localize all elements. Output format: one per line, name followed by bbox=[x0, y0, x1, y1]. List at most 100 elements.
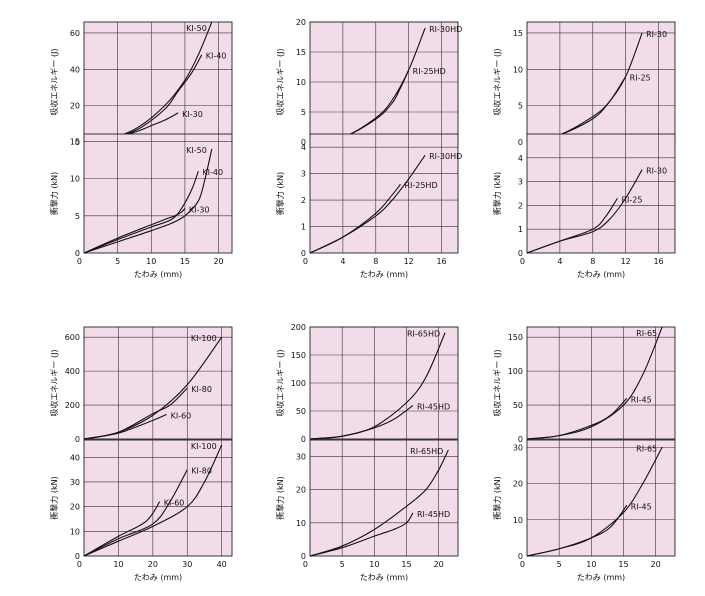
series-label: KI-50 bbox=[186, 146, 207, 155]
series-KI-60 bbox=[83, 501, 161, 557]
y-axis-label-energy: 吸収エネルギー (J) bbox=[492, 349, 502, 416]
y-tick-label: 2 bbox=[301, 196, 306, 205]
plot-frame bbox=[309, 439, 459, 557]
x-tick-label: 0 bbox=[303, 257, 308, 266]
y-tick-label: 15 bbox=[70, 137, 80, 146]
energy-panel: 0 20 40 60 KI-50 KI-40 KI-30 吸収エネルギー (J) bbox=[49, 21, 233, 147]
x-axis: 10 20 30 40 0 たわみ (mm) bbox=[77, 560, 227, 582]
series-label: RI-65HD bbox=[410, 447, 443, 456]
plot-background bbox=[84, 440, 232, 556]
series-label: RI-25 bbox=[630, 74, 651, 83]
series-KI-50 bbox=[83, 148, 213, 254]
series-KI-80 bbox=[83, 469, 188, 557]
series-RI-45HD bbox=[309, 512, 414, 557]
y-tick-label: 3 bbox=[301, 170, 306, 179]
y-tick-label: 30 bbox=[70, 478, 80, 487]
y-axis-label-energy: 吸収エネルギー (J) bbox=[49, 48, 59, 115]
plot-background bbox=[84, 22, 232, 142]
series-label: RI-25HD bbox=[404, 181, 437, 190]
x-axis-label: たわみ (mm) bbox=[577, 270, 625, 279]
y-tick-label: 0 bbox=[518, 435, 523, 444]
y-tick-label: 30 bbox=[513, 443, 523, 452]
series-label: RI-45 bbox=[631, 395, 652, 404]
y-tick-label: 0 bbox=[301, 435, 306, 444]
plot-background bbox=[310, 134, 458, 253]
y-tick-label: 10 bbox=[296, 519, 306, 528]
series-RI-45 bbox=[526, 397, 628, 440]
plot-frame bbox=[526, 326, 676, 440]
y-tick-label: 0 bbox=[518, 552, 523, 561]
y-tick-label: 0 bbox=[518, 249, 523, 258]
series-label: KI-60 bbox=[171, 411, 192, 420]
series-label: RI-45HD bbox=[417, 510, 450, 519]
y-tick-label: 1 bbox=[518, 225, 523, 234]
force-panel: 0 10 20 30 40 KI-100 KI-80 KI-60 衝撃力 (kN) bbox=[49, 439, 233, 561]
series-label: KI-30 bbox=[189, 205, 210, 214]
y-tick-label: 20 bbox=[296, 18, 306, 27]
plot-frame bbox=[83, 439, 233, 557]
y-tick-label: 150 bbox=[291, 351, 306, 360]
force-panel: 0 5 10 15 KI-50 KI-40 KI-30 衝撃力 (kN) bbox=[49, 133, 233, 258]
plot-background bbox=[527, 22, 675, 142]
x-tick-label: 20 bbox=[148, 560, 158, 569]
y-tick-label: 0 bbox=[75, 249, 80, 258]
y-axis-label-force: 衝撃力 (kN) bbox=[49, 476, 59, 519]
x-tick-label: 8 bbox=[373, 257, 378, 266]
y-tick-label: 15 bbox=[296, 48, 306, 57]
x-axis: 4 8 12 16 0 たわみ (mm) bbox=[520, 257, 664, 279]
force-panel: 0 1 2 3 4 RI-30HD RI-25HD 衝撃力 (kN) bbox=[275, 133, 462, 258]
y-tick-label: 10 bbox=[70, 527, 80, 536]
series-label: RI-65 bbox=[636, 444, 657, 453]
y-tick-label: 600 bbox=[65, 333, 80, 342]
x-tick-label: 4 bbox=[557, 257, 562, 266]
x-tick-label: 5 bbox=[340, 560, 345, 569]
series-label: RI-25HD bbox=[413, 67, 446, 76]
series-label: KI-80 bbox=[191, 467, 212, 476]
series-label: KI-60 bbox=[164, 499, 185, 508]
x-tick-label: 12 bbox=[621, 257, 631, 266]
y-tick-label: 10 bbox=[513, 65, 523, 74]
y-axis-label-energy: 吸収エネルギー (J) bbox=[275, 349, 285, 416]
y-tick-label: 0 bbox=[75, 552, 80, 561]
energy-panel: 0 50 100 150 200 RI-65HD RI-45HD 吸収エネルギー (J) bbox=[275, 323, 459, 444]
y-tick-label: 0 bbox=[301, 552, 306, 561]
y-axis-label-force: 衝撃力 (kN) bbox=[49, 172, 59, 215]
y-tick-label: 3 bbox=[518, 178, 523, 187]
series-KI-60 bbox=[83, 413, 167, 440]
y-axis-label-energy: 吸収エネルギー (J) bbox=[492, 48, 502, 115]
series-RI-65HD bbox=[309, 449, 449, 557]
x-tick-label: 15 bbox=[401, 560, 411, 569]
y-tick-label: 30 bbox=[296, 453, 306, 462]
x-axis: 5 10 15 20 0 たわみ (mm) bbox=[77, 257, 224, 279]
plot-background bbox=[527, 440, 675, 556]
y-tick-label: 150 bbox=[508, 333, 523, 342]
x-tick-label: 4 bbox=[340, 257, 345, 266]
y-tick-label: 5 bbox=[301, 108, 306, 117]
x-axis: 5 10 15 20 0 たわみ (mm) bbox=[303, 560, 444, 582]
y-tick-label: 5 bbox=[518, 102, 523, 111]
y-axis-label-force: 衝撃力 (kN) bbox=[275, 476, 285, 519]
y-tick-label: 0 bbox=[301, 138, 306, 147]
x-axis: 5 10 15 20 0 たわみ (mm) bbox=[520, 560, 661, 582]
y-tick-label: 2 bbox=[518, 201, 523, 210]
series-label: RI-65 bbox=[636, 329, 657, 338]
x-tick-label: 0 bbox=[77, 257, 82, 266]
energy-panel: 0 5 10 15 RI-30 RI-25 吸収エネルギー (J) bbox=[492, 21, 676, 147]
energy-panel: 0 200 400 600 KI-100 KI-80 KI-60 吸収エネルギー (J) bbox=[49, 326, 233, 444]
series-label: KI-80 bbox=[191, 385, 212, 394]
series-label: KI-50 bbox=[186, 24, 207, 33]
y-axis-label-energy: 吸収エネルギー (J) bbox=[49, 349, 59, 416]
energy-panel: 0 5 10 15 20 RI-30HD RI-25HD 吸収エネルギー (J) bbox=[275, 18, 462, 147]
y-tick-label: 50 bbox=[296, 407, 306, 416]
series-label: KI-100 bbox=[191, 334, 217, 343]
x-tick-label: 0 bbox=[77, 560, 82, 569]
x-tick-label: 16 bbox=[436, 257, 446, 266]
x-tick-label: 5 bbox=[557, 560, 562, 569]
y-tick-label: 10 bbox=[513, 516, 523, 525]
x-tick-label: 0 bbox=[520, 257, 525, 266]
x-tick-label: 20 bbox=[434, 560, 444, 569]
